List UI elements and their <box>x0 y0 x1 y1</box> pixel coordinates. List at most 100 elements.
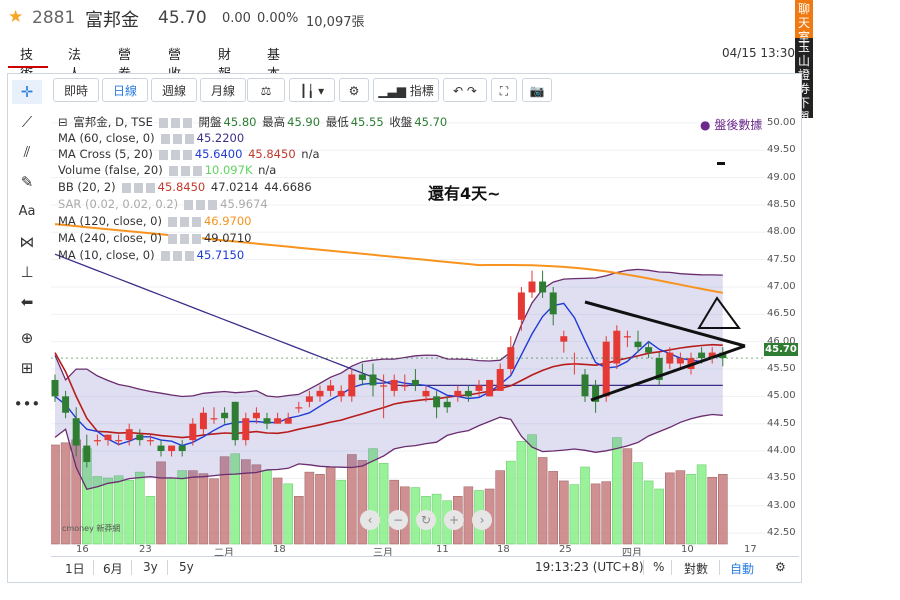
bollinger-upper <box>54 268 723 398</box>
chat-room-button[interactable]: 聊天室 <box>795 0 813 44</box>
ma60-label: MA (60, close, 0) <box>58 131 155 145</box>
auto-toggle[interactable]: 自動 <box>730 562 755 576</box>
price-chart[interactable] <box>51 108 765 548</box>
legend-controls[interactable] <box>158 117 193 128</box>
volume-v1: 10.097K <box>204 163 253 177</box>
legend-controls[interactable] <box>158 149 193 160</box>
volume-bar <box>251 464 262 545</box>
volume-bar <box>707 476 718 545</box>
legend-controls[interactable] <box>184 199 219 210</box>
position-icon[interactable]: ⊥ <box>20 263 34 281</box>
weekly-button[interactable]: 週線 <box>151 78 197 102</box>
volume-bar <box>548 471 559 545</box>
realtime-button[interactable]: 即時 <box>53 78 99 102</box>
brush-icon[interactable]: ✎ <box>20 173 34 191</box>
volume-label: Volume (false, 20) <box>58 163 163 177</box>
drawn-trendline-upper <box>584 300 746 348</box>
zoom-out-icon[interactable]: − <box>388 510 408 530</box>
range-6m[interactable]: 6月 <box>103 562 123 576</box>
zoom-icon[interactable]: ⊕ <box>20 329 34 347</box>
volume-bar <box>241 459 251 545</box>
settings-gear-icon[interactable]: ⚙ <box>775 560 786 574</box>
range-3y[interactable]: 3y <box>143 560 158 574</box>
candle-body <box>401 385 409 387</box>
volume-bar <box>188 470 198 545</box>
scroll-right-icon[interactable]: › <box>472 510 492 530</box>
settings-gear-icon[interactable]: ⚙ <box>339 78 369 102</box>
y-tick-label: 50.00 <box>767 116 796 128</box>
ma120-label: MA (120, close, 0) <box>58 214 162 228</box>
candle-body <box>199 412 207 430</box>
indicators-button[interactable]: ▁▃▆ 指標 <box>373 78 439 102</box>
legend-controls[interactable] <box>160 250 195 261</box>
candle-body <box>475 385 483 391</box>
close-label: 收盤 <box>389 115 413 129</box>
camera-icon[interactable]: 📷 <box>522 78 552 102</box>
volume-bar <box>505 460 516 545</box>
chart-type-icon[interactable]: ┃╽ ▾ <box>289 78 335 102</box>
legend-controls[interactable] <box>167 216 202 227</box>
undo-redo-icon[interactable]: ↶ ↷ <box>443 78 487 102</box>
legend-macross: MA Cross (5, 20) 45.6400 45.8450 n/a <box>58 147 322 161</box>
candle-body <box>698 352 706 359</box>
monthly-button[interactable]: 月線 <box>200 78 246 102</box>
range-1d[interactable]: 1日 <box>65 562 85 576</box>
percent-toggle[interactable]: % <box>653 560 665 574</box>
candle-body <box>422 390 430 397</box>
volume-bar <box>156 461 166 545</box>
reset-icon[interactable]: ↻ <box>416 510 436 530</box>
candle-body <box>51 379 59 397</box>
side-banner: 聊天室 玉山證券下單 <box>795 0 813 124</box>
x-tick-label: 10 <box>681 544 694 555</box>
candle-body <box>305 396 313 402</box>
volume-bar <box>378 463 389 545</box>
volume-bar <box>558 480 569 545</box>
range-5y[interactable]: 5y <box>179 560 194 574</box>
candle-body <box>539 281 547 293</box>
more-icon[interactable]: ••• <box>13 395 41 413</box>
volume-bar <box>601 481 612 545</box>
current-price-label: 45.70 <box>764 343 798 356</box>
bb-v3: 44.6686 <box>264 180 312 194</box>
volume-bar <box>654 488 665 545</box>
legend-controls[interactable] <box>168 165 203 176</box>
x-tick-label: 二月 <box>214 548 234 559</box>
dash-mark <box>717 162 725 165</box>
text-tool-icon[interactable]: Aa <box>18 204 36 219</box>
candle-body <box>327 385 335 391</box>
bb-v2: 47.0214 <box>210 180 259 194</box>
fib-icon[interactable]: ⫽ <box>23 143 31 161</box>
candle-body <box>464 390 472 397</box>
stock-name: 富邦金 <box>85 10 139 31</box>
legend-volume: Volume (false, 20) 10.097K n/a <box>58 163 278 177</box>
favorite-star-icon[interactable]: ★ <box>8 7 24 27</box>
crosshair-icon[interactable]: ✛ <box>12 80 42 104</box>
candle-body <box>210 418 218 420</box>
collapse-icon[interactable]: ⊟ <box>58 115 68 129</box>
volume-bar <box>590 483 601 545</box>
candle-body <box>83 445 91 462</box>
volume-bar <box>145 496 156 545</box>
legend-bb: BB (20, 2) 45.8450 47.0214 44.6686 <box>58 180 314 194</box>
legend-controls[interactable] <box>167 233 202 244</box>
zoom-in-icon[interactable]: + <box>444 510 464 530</box>
legend-main: ⊟ 富邦金, D, TSE 開盤 45.80 最高 45.90 最低 45.55 收盤… <box>58 114 449 130</box>
y-tick-label: 43.50 <box>767 472 796 484</box>
ruler-icon[interactable]: ⊞ <box>20 359 34 377</box>
candle-body <box>380 385 388 387</box>
scroll-left-icon[interactable]: ‹ <box>360 510 380 530</box>
after-hours-link[interactable]: ● 盤後數據 <box>700 118 763 132</box>
trendline-icon[interactable]: ⟋ <box>21 113 33 131</box>
candle-body <box>252 412 260 419</box>
daily-button[interactable]: 日線 <box>102 78 148 102</box>
legend-controls[interactable] <box>160 133 195 144</box>
fullscreen-icon[interactable]: ⛶ <box>491 78 517 102</box>
legend-controls[interactable] <box>121 182 156 193</box>
bottom-bar: 1日 6月 3y 5y 19:13:23 (UTC+8) % 對數 自動 ⚙ <box>51 556 799 579</box>
back-arrow-icon[interactable]: ⬅ <box>20 293 34 311</box>
candle-body <box>146 440 154 442</box>
pattern-icon[interactable]: ⋈ <box>19 233 35 251</box>
compare-scale-icon[interactable]: ⚖ <box>247 78 285 102</box>
candle-body <box>295 407 303 409</box>
log-toggle[interactable]: 對數 <box>684 562 709 576</box>
